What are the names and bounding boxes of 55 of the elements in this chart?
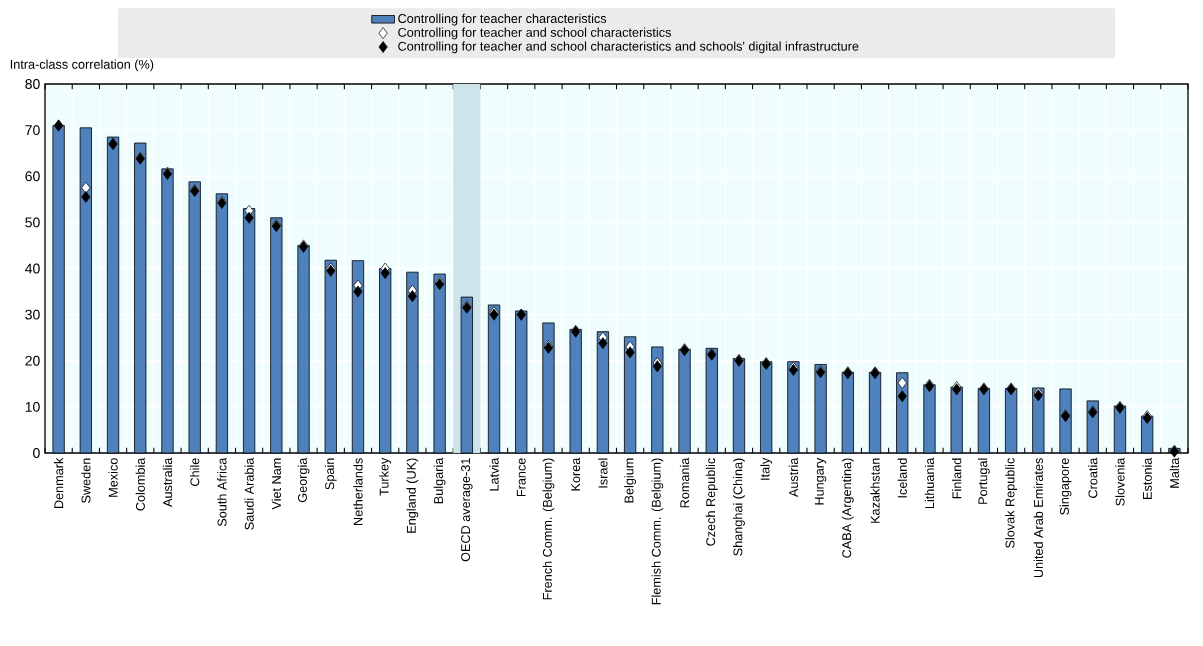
legend-label: Controlling for teacher characteristics [398, 13, 607, 26]
x-tick-label: Bulgaria [433, 457, 446, 504]
x-tick-label: Spain [324, 458, 337, 490]
x-tick-label: Flemish Comm. (Belgium) [651, 458, 664, 605]
x-tick-label: Georgia [297, 457, 310, 503]
x-tick-label: Slovenia [1115, 457, 1125, 506]
y-tick-label: 50 [25, 217, 40, 228]
x-tick-label: CABA (Argentina) [841, 458, 854, 558]
x-tick-label: Slovak Republic [1005, 458, 1018, 548]
x-tick-label: Croatia [1088, 457, 1098, 498]
legend-label: Controlling for teacher and school characteristics [398, 27, 671, 40]
x-tick-label: Colombia [135, 457, 145, 511]
x-tick-label: OECD average-31 [461, 458, 473, 562]
x-tick-label: South Africa [217, 457, 227, 527]
y-tick-label: 80 [25, 79, 40, 89]
x-tick-label: England (UK) [406, 458, 419, 533]
x-tick-label: Portugal [977, 458, 990, 504]
y-tick-label: 40 [25, 263, 40, 274]
x-tick-label: Latvia [489, 457, 499, 491]
y-tick-label: 60 [25, 171, 40, 182]
x-tick-label: Austria [788, 457, 799, 498]
x-tick-label: Chile [190, 458, 200, 486]
y-tick-label: 0 [33, 448, 40, 458]
y-tick-label: 70 [25, 125, 40, 136]
y-axis-title: Intra-class correlation (%) [10, 59, 154, 72]
y-tick-label: 30 [25, 309, 40, 320]
x-tick-label: Mexico [108, 458, 118, 497]
legend-label: Controlling for teacher and school characteristics and schools' digital infrastructure [398, 41, 859, 54]
x-tick-label: Israel [598, 458, 608, 488]
x-tick-label: Shanghai (China) [733, 458, 745, 556]
y-tick-label: 20 [25, 355, 40, 366]
x-tick-label: Iceland [897, 458, 907, 498]
x-tick-label: Malta [1169, 457, 1180, 488]
x-tick-label: Italy [760, 457, 773, 480]
y-tick-label: 10 [25, 401, 40, 412]
x-tick-label: Hungary [814, 457, 827, 505]
x-tick-label: Turkey [379, 457, 392, 496]
x-tick-label: Estonia [1142, 457, 1152, 499]
x-tick-label: Lithuania [924, 457, 935, 509]
x-tick-label: Australia [162, 457, 173, 507]
x-tick-label: United Arab Emirates [1033, 458, 1043, 578]
x-tick-label: Sweden [81, 458, 91, 503]
x-tick-label: Singapore [1059, 458, 1072, 515]
x-tick-label: Czech Republic [705, 458, 718, 546]
x-tick-label: Kazakhstan [870, 458, 880, 523]
x-tick-label: Finland [952, 458, 962, 499]
x-tick-label: Denmark [53, 457, 64, 509]
x-tick-label: Netherlands [353, 458, 363, 525]
x-tick-label: France [516, 458, 526, 497]
x-tick-label: Romania [679, 457, 690, 508]
x-tick-label: Saudi Arabia [244, 457, 254, 530]
x-tick-label: Belgium [624, 458, 637, 503]
x-tick-label: Korea [571, 457, 581, 491]
x-tick-label: French Comm. (Belgium) [542, 458, 555, 600]
x-tick-label: Viet Nam [271, 458, 281, 510]
